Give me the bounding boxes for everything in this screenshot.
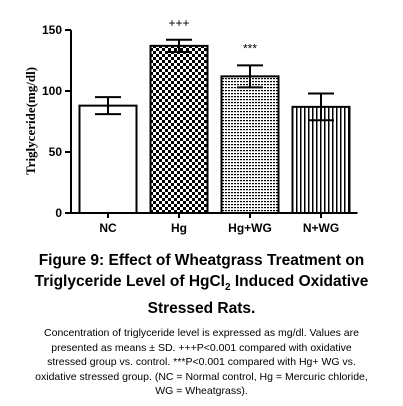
figure-title-line1: Figure 9: Effect of Wheatgrass Treatment… <box>38 252 365 269</box>
y-tick-label: 50 <box>49 145 63 159</box>
x-tick-label: N+WG <box>303 221 339 235</box>
x-tick-label: Hg <box>171 221 187 235</box>
x-tick-label: NC <box>99 221 117 235</box>
figure-caption: Figure 9: Effect of Wheatgrass Treatment… <box>0 250 403 399</box>
x-tick-label: Hg+WG <box>228 221 272 235</box>
desc-line1: Concentration of triglyceride level is e… <box>44 327 359 340</box>
y-tick-label: 150 <box>42 23 62 37</box>
x-axis: NC Hg Hg+WG N+WG <box>71 212 358 235</box>
figure-title-line2-post: Induced Oxidative <box>230 273 369 290</box>
desc-line2: presented as means ± SD. +++P<0.001 comp… <box>51 341 352 354</box>
y-axis: 0 50 100 150 <box>42 23 72 220</box>
significance-marker: *** <box>243 41 257 55</box>
bar-hg-wg <box>220 75 280 214</box>
bar-hg <box>149 44 209 214</box>
error-bars <box>95 38 334 122</box>
desc-line5: WG = Wheatgrass). <box>155 385 248 398</box>
y-axis-title: Triglyceride(mg/dl) <box>23 67 38 175</box>
y-tick-label: 100 <box>42 84 62 98</box>
figure-title-line2-pre: Triglyceride Level of HgCl <box>34 273 225 290</box>
bars <box>78 44 351 214</box>
figure-title-subscript: 2 <box>224 282 231 294</box>
desc-line3: stressed group vs. control. ***P<0.001 c… <box>47 356 356 369</box>
bar-n-wg <box>291 105 351 214</box>
figure-title-line3: Stressed Rats. <box>147 300 256 318</box>
bar-nc <box>78 104 138 214</box>
desc-line4: oxidative stressed group. (NC = Normal c… <box>35 370 368 383</box>
y-tick-label: 0 <box>55 206 62 220</box>
significance-markers: +++ *** <box>168 16 257 56</box>
significance-marker: +++ <box>168 16 189 30</box>
figure-description: Concentration of triglyceride level is e… <box>4 326 399 399</box>
figure-title: Figure 9: Effect of Wheatgrass Treatment… <box>0 250 403 319</box>
